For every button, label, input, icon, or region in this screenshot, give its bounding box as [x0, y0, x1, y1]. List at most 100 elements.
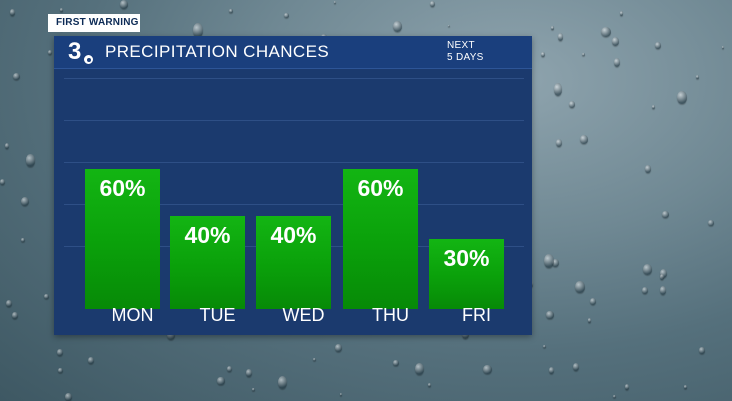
rain-drop	[393, 20, 402, 32]
gridline	[64, 120, 524, 121]
rain-drop	[217, 376, 225, 386]
data-label: 40%	[270, 221, 317, 248]
rain-drop	[0, 178, 6, 185]
category-label: FRI	[462, 305, 491, 325]
rain-drop	[12, 312, 18, 320]
rain-drop	[448, 24, 451, 28]
bar-thu: 60%	[343, 169, 418, 309]
category-label: THU	[372, 305, 409, 325]
rain-drop	[252, 388, 255, 391]
rain-drop	[655, 41, 661, 49]
rain-drop	[21, 238, 25, 243]
rain-drop	[543, 344, 547, 348]
gridline	[64, 204, 524, 205]
rain-drop	[5, 142, 10, 149]
rain-drop	[10, 9, 15, 16]
rain-drop	[642, 264, 653, 276]
rain-drop	[65, 393, 72, 401]
data-label: 40%	[184, 221, 231, 248]
rain-drop	[6, 300, 12, 308]
bar-tue: 40%	[170, 215, 245, 309]
rain-drop	[59, 8, 63, 12]
rain-drop	[335, 343, 343, 353]
rain-drop	[588, 318, 592, 323]
rain-drop	[580, 135, 588, 144]
rain-drop	[662, 210, 670, 219]
rain-drop	[644, 165, 651, 174]
rain-drop	[313, 357, 317, 362]
chart-panel: 3 PRECIPITATION CHANCES NEXT 5 DAYS 60% M…	[54, 36, 532, 335]
period-line-1: NEXT	[447, 40, 475, 51]
rain-drop	[226, 366, 232, 372]
rain-drop	[552, 259, 560, 268]
bar-wed: 40%	[256, 215, 331, 309]
rain-drop	[683, 385, 688, 389]
rain-drop	[721, 45, 724, 49]
chart-title: PRECIPITATION CHANCES	[105, 42, 330, 61]
rain-drop	[48, 49, 53, 55]
rain-drop	[192, 22, 203, 38]
station-logo: 3	[68, 38, 94, 65]
rain-drop	[699, 347, 705, 355]
rain-drop	[540, 52, 546, 57]
rain-drop	[613, 57, 621, 67]
category-label: WED	[282, 305, 325, 325]
category-label: MON	[111, 305, 154, 325]
data-label: 60%	[99, 175, 146, 201]
rain-drop	[283, 12, 290, 19]
category-label: TUE	[199, 305, 236, 325]
gridline	[64, 78, 524, 79]
rain-drop	[544, 254, 554, 268]
cbs-eye-icon	[83, 54, 94, 65]
rain-drop	[57, 348, 63, 356]
rain-drop	[573, 363, 580, 372]
rain-drop	[677, 90, 688, 105]
rain-drop	[575, 280, 585, 294]
rain-drop	[333, 1, 336, 4]
logo-number: 3	[68, 38, 82, 65]
period-label: NEXT 5 DAYS	[447, 40, 484, 64]
rain-drop	[601, 27, 612, 38]
rain-drop	[568, 101, 575, 108]
rain-drop	[659, 269, 668, 279]
rain-drop	[652, 104, 656, 110]
first-warning-badge: FIRST WARNING	[48, 14, 140, 32]
rain-drop	[21, 197, 29, 207]
data-label: 60%	[357, 175, 404, 201]
rain-drop	[415, 362, 424, 375]
rain-drop	[548, 367, 554, 375]
rain-drop	[619, 11, 623, 16]
rain-drop	[642, 286, 649, 294]
rain-drop	[659, 274, 664, 280]
rain-drop	[546, 310, 554, 320]
data-label: 30%	[443, 245, 490, 271]
rain-drop	[557, 33, 563, 41]
plot-area: 60% MON 40% TUE 40% WED 60% THU 30% FRI	[64, 78, 524, 325]
gridline	[64, 162, 524, 163]
rain-drop	[57, 367, 63, 374]
bar-fri: 30%	[429, 239, 504, 309]
rain-drop	[430, 1, 436, 8]
bar-mon: 60%	[85, 169, 160, 309]
rain-drop	[428, 383, 432, 388]
rain-drop	[229, 8, 233, 14]
rain-drop	[695, 75, 699, 79]
rain-drop	[551, 26, 554, 30]
rain-drop	[87, 356, 94, 365]
rain-drop	[44, 294, 49, 300]
rain-drop	[13, 72, 21, 80]
rain-drop	[659, 286, 667, 296]
rain-drop	[393, 359, 399, 367]
chart-header: 3 PRECIPITATION CHANCES NEXT 5 DAYS	[54, 36, 532, 69]
rain-drop	[25, 154, 36, 167]
rain-drop	[624, 384, 630, 391]
rain-drop	[582, 53, 586, 57]
rain-drop	[589, 297, 597, 306]
rain-drop	[483, 364, 492, 375]
period-line-2: 5 DAYS	[447, 52, 484, 63]
rain-drop	[245, 369, 252, 377]
rain-drop	[612, 394, 617, 399]
rain-drop	[339, 393, 343, 397]
rain-drop	[612, 37, 620, 46]
rain-drop	[555, 139, 563, 148]
